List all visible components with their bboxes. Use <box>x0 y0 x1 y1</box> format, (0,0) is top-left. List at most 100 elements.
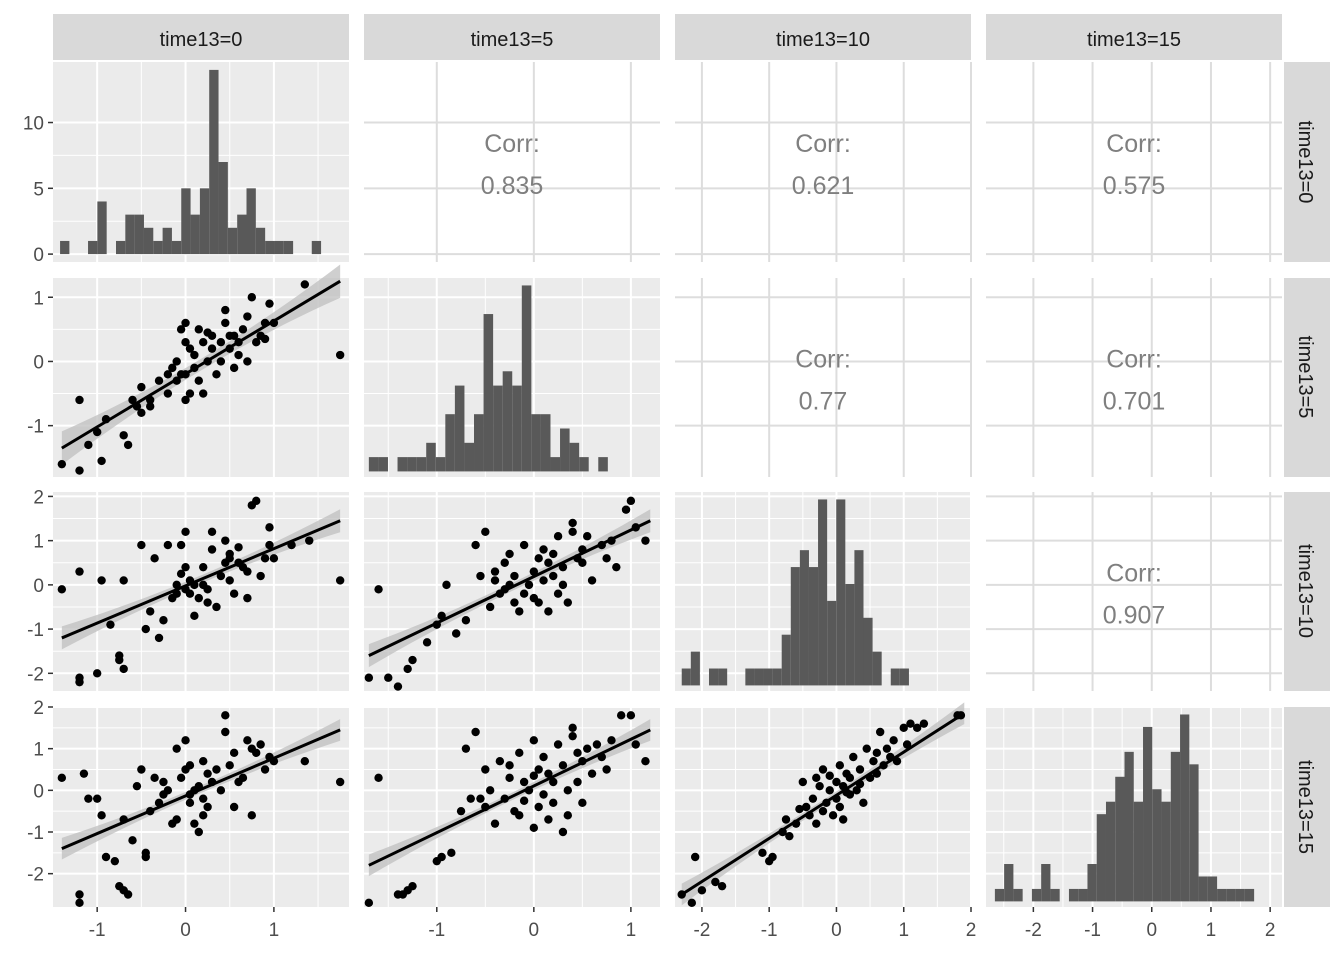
histogram-bar <box>1189 764 1199 902</box>
data-point <box>163 540 173 550</box>
data-point <box>510 598 519 607</box>
data-point <box>539 790 548 799</box>
x-tick-label: 0 <box>529 920 540 941</box>
data-point <box>185 589 195 598</box>
data-point <box>563 598 573 607</box>
data-point <box>534 802 543 812</box>
data-point <box>123 440 133 450</box>
data-point <box>141 624 150 634</box>
data-point <box>92 794 102 803</box>
histogram-bar <box>483 314 494 472</box>
data-point <box>84 440 93 450</box>
histogram-bar <box>60 240 70 255</box>
data-point <box>798 777 808 787</box>
data-point <box>176 773 186 783</box>
x-tick-label: 1 <box>1206 920 1217 941</box>
data-point <box>612 562 621 572</box>
data-point <box>587 576 597 585</box>
data-point <box>225 761 234 770</box>
data-point <box>485 602 495 612</box>
data-point <box>225 549 234 559</box>
data-point <box>690 852 700 862</box>
data-point <box>106 620 115 629</box>
histogram-bar <box>1078 888 1088 902</box>
row-strip-1 <box>1284 278 1330 477</box>
data-point <box>855 765 865 774</box>
data-point <box>862 744 871 753</box>
histogram-bar <box>754 668 764 686</box>
data-point <box>159 777 168 787</box>
data-point <box>212 602 221 612</box>
data-point <box>515 607 524 616</box>
data-point <box>243 593 252 603</box>
data-point <box>199 811 208 820</box>
data-point <box>544 607 553 616</box>
data-point <box>132 781 142 791</box>
panel-background <box>986 62 1282 262</box>
data-point <box>801 802 811 812</box>
histogram-bar <box>416 457 427 472</box>
data-point <box>335 350 345 360</box>
data-point <box>260 554 270 563</box>
data-point <box>335 777 345 787</box>
data-point <box>539 545 548 554</box>
scatter-panel-3-0 <box>53 706 349 908</box>
histogram-bar <box>378 457 388 472</box>
data-point <box>75 395 84 405</box>
histogram-bar <box>1235 888 1245 902</box>
histogram-bar <box>790 567 800 686</box>
row-strip-3 <box>1284 707 1330 907</box>
histogram-bar <box>274 240 284 255</box>
correlation-value: 0.907 <box>1103 602 1166 630</box>
y-tick-label: 10 <box>23 114 44 135</box>
data-point <box>451 629 461 638</box>
data-point <box>163 389 173 398</box>
scatter-panel-3-2 <box>675 702 972 908</box>
x-tick-label: 0 <box>831 920 842 941</box>
data-point <box>461 744 471 753</box>
histogram-bar <box>397 457 408 472</box>
data-point <box>818 806 828 816</box>
data-point <box>207 545 217 554</box>
data-point <box>203 769 212 778</box>
histogram-bar <box>1133 801 1144 902</box>
data-point <box>384 673 393 682</box>
data-point <box>578 798 587 808</box>
data-point <box>79 769 89 778</box>
panel-background <box>364 62 660 262</box>
column-strips: time13=0 time13=5 time13=10 time13=15 <box>53 14 1282 60</box>
data-point <box>631 740 640 749</box>
histogram-bar <box>368 457 379 472</box>
y-tick-label: 1 <box>33 288 44 309</box>
data-point <box>221 305 230 315</box>
y-tick-label: 0 <box>33 352 44 373</box>
data-point <box>305 536 314 545</box>
correlation-panel-1-3: Corr: 0.701 <box>986 278 1282 477</box>
data-point <box>476 571 485 581</box>
data-point <box>481 765 490 774</box>
data-point <box>490 576 500 585</box>
data-point <box>203 328 212 337</box>
histogram-bar <box>1244 888 1255 902</box>
data-point <box>234 543 243 552</box>
x-tick-label: 0 <box>180 920 191 941</box>
data-point <box>869 756 878 766</box>
data-point <box>587 769 597 778</box>
data-point <box>97 811 106 820</box>
data-point <box>194 593 203 603</box>
row-strips: time13=0 time13=5 time13=10 time13=15 <box>1284 62 1330 907</box>
correlation-panel-0-3: Corr: 0.575 <box>986 62 1282 262</box>
data-point <box>768 852 777 862</box>
histogram-bar <box>781 634 791 686</box>
histogram-bar <box>994 888 1005 902</box>
data-point <box>194 827 203 837</box>
data-point <box>711 877 720 887</box>
column-strip-label-1: time13=5 <box>471 29 554 51</box>
histogram-bar <box>579 457 589 472</box>
data-point <box>97 456 106 466</box>
column-strip-label-0: time13=0 <box>160 29 243 51</box>
data-point <box>471 540 480 550</box>
data-point <box>247 811 257 820</box>
data-point <box>408 655 417 665</box>
data-point <box>616 711 626 720</box>
